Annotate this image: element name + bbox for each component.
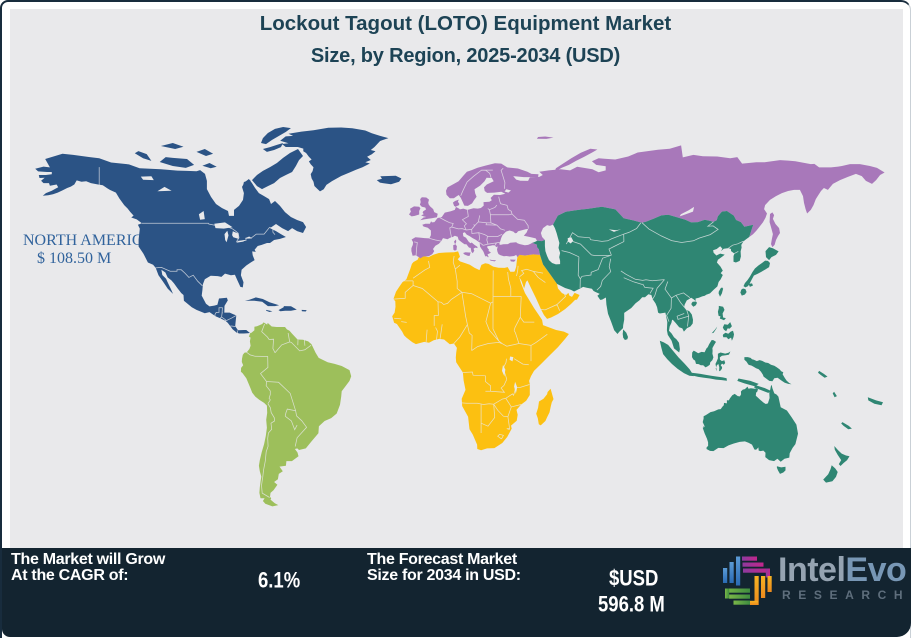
svg-text:$ 108.50 M: $ 108.50 M: [37, 250, 111, 267]
svg-text:NORTH AMERICA: NORTH AMERICA: [23, 232, 154, 249]
